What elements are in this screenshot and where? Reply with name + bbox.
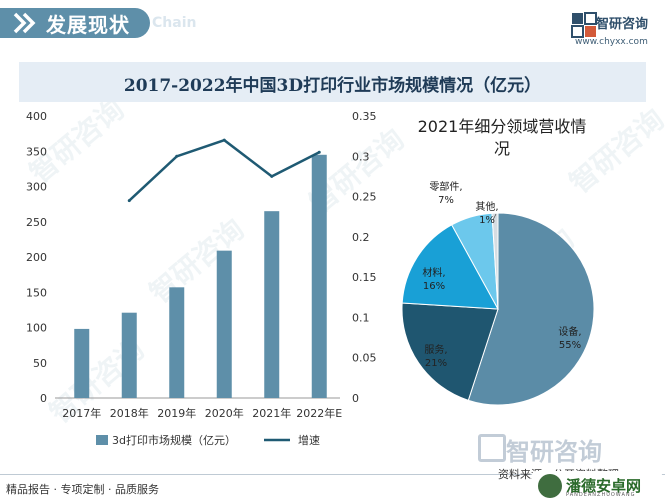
x-tick-label: 2018年 bbox=[110, 406, 149, 420]
x-tick-label: 2021年 bbox=[252, 406, 291, 420]
pie-slice bbox=[401, 224, 499, 310]
pie-slice bbox=[467, 212, 595, 406]
brand-name: 智研咨询 bbox=[596, 17, 649, 32]
y-left-tick-label: 0 bbox=[40, 392, 47, 405]
y-right-tick-label: 0.3 bbox=[352, 150, 370, 163]
footer: 精品报告 · 专项定制 · 品质服务 资料来源：公开资料整理 潘德安卓网 PAN… bbox=[0, 468, 665, 502]
chart-title-band: 2017-2022年中国3D打印行业市场规模情况（亿元） bbox=[19, 62, 646, 102]
pie-label-pct: 1% bbox=[479, 215, 495, 226]
brand-logo-icon bbox=[571, 12, 597, 38]
y-right-tick-label: 0.35 bbox=[352, 110, 377, 123]
growth-point bbox=[175, 154, 179, 158]
bar bbox=[264, 211, 280, 398]
pie-label-name: 服务, bbox=[424, 343, 447, 356]
pie-label-pct: 16% bbox=[423, 281, 445, 292]
site-badge-sub: PANDEANZHUOWANG bbox=[566, 492, 636, 498]
bar-chart: 0 50 100 150 200 250 300 350 400 0 0.05 0.1 0.15 0.2 0… bbox=[26, 110, 377, 447]
x-tick-label: 2022年E bbox=[296, 406, 342, 420]
growth-point bbox=[270, 174, 274, 178]
y-left-tick-label: 350 bbox=[26, 145, 47, 158]
chart-canvas: 0 50 100 150 200 250 300 350 400 0 0.05 0.1 0.15 0.2 0… bbox=[26, 110, 595, 447]
y-right-tick-label: 0.1 bbox=[352, 311, 370, 324]
pie-title: 2021年细分领域营收情 况 bbox=[392, 116, 612, 160]
y-right-tick-label: 0 bbox=[352, 392, 359, 405]
y-right-tick-label: 0.15 bbox=[352, 271, 377, 284]
y-left-tick-label: 50 bbox=[33, 357, 47, 370]
bar bbox=[311, 154, 327, 398]
pie-slice bbox=[401, 302, 499, 401]
x-tick-label: 2019年 bbox=[157, 406, 196, 420]
y-left-tick-label: 400 bbox=[26, 110, 47, 123]
site-badge[interactable]: 潘德安卓网 PANDEANZHUOWANG bbox=[532, 471, 662, 501]
x-tick-label: 2017年 bbox=[62, 406, 101, 420]
y-left-tick-label: 200 bbox=[26, 251, 47, 264]
bar bbox=[216, 250, 232, 398]
pie-chart: 设备, 55% 服务, 21% 材料, 16% 零部件, 7% 其他, 1% bbox=[401, 180, 595, 406]
y-left-tick-label: 100 bbox=[26, 322, 47, 335]
chart-title: 2017-2022年中国3D打印行业市场规模情况（亿元） bbox=[123, 76, 542, 96]
y-left-tick-label: 300 bbox=[26, 181, 47, 194]
y-left-tick-label: 150 bbox=[26, 286, 47, 299]
growth-point bbox=[222, 138, 226, 142]
pie-label-name: 材料, bbox=[422, 266, 445, 279]
pie-label-pct: 7% bbox=[438, 195, 454, 206]
y-left-tick-label: 250 bbox=[26, 216, 47, 229]
footer-tagline: 精品报告 · 专项定制 · 品质服务 bbox=[6, 483, 159, 496]
legend-line-label: 增速 bbox=[298, 433, 320, 447]
site-badge-title: 潘德安卓网 bbox=[566, 477, 642, 495]
pie-label-pct: 21% bbox=[425, 358, 447, 369]
legend-bar-label: 3d打印市场规模（亿元） bbox=[112, 433, 236, 447]
pie-label-pct: 55% bbox=[559, 340, 581, 351]
section-title: 发展现状 bbox=[46, 13, 130, 37]
brand-url: www.chyxx.com bbox=[575, 37, 648, 47]
pie-title-line: 2021年细分领域营收情 bbox=[417, 117, 587, 136]
pie-leader-line bbox=[492, 213, 497, 221]
bar bbox=[74, 328, 90, 398]
growth-line bbox=[128, 138, 320, 202]
x-tick-label: 2020年 bbox=[205, 406, 244, 420]
pie-label-name: 其他, bbox=[475, 200, 498, 213]
double-chevron-icon bbox=[13, 12, 36, 34]
pie-label-name: 设备, bbox=[558, 325, 581, 338]
growth-point bbox=[127, 199, 131, 203]
pie-slice bbox=[491, 212, 499, 310]
header: 发展现状 Chain 智研咨询 www.chyxx.com bbox=[0, 0, 665, 50]
y-right-tick-label: 0.25 bbox=[352, 191, 377, 204]
pie-label-name: 零部件, bbox=[429, 180, 462, 193]
site-badge-icon bbox=[538, 474, 562, 498]
legend-bar-swatch bbox=[96, 435, 108, 445]
bar bbox=[169, 287, 185, 398]
footer-logo-icon bbox=[478, 434, 506, 462]
growth-point bbox=[317, 150, 321, 154]
y-right-tick-label: 0.05 bbox=[352, 352, 377, 365]
bar bbox=[121, 312, 137, 398]
pie-title-line: 况 bbox=[493, 139, 510, 158]
section-title-en: Chain bbox=[152, 15, 197, 31]
y-right-tick-label: 0.2 bbox=[352, 231, 370, 244]
footer-watermark: 智研咨询 bbox=[506, 438, 602, 466]
